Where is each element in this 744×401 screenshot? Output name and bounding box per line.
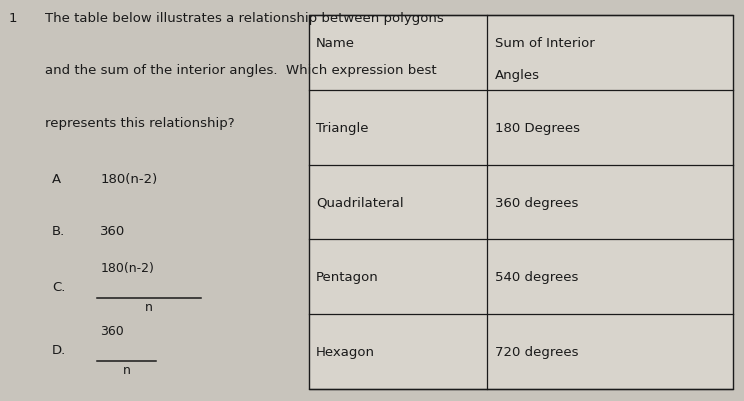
Text: A: A (52, 172, 61, 185)
Text: Hexagon: Hexagon (316, 345, 375, 358)
Text: D.: D. (52, 343, 66, 356)
Text: 180(n-2): 180(n-2) (100, 172, 158, 185)
Text: The table below illustrates a relationship between polygons: The table below illustrates a relationsh… (45, 12, 443, 25)
Text: Quadrilateral: Quadrilateral (316, 196, 404, 209)
Text: C.: C. (52, 281, 65, 294)
Text: n: n (123, 363, 130, 376)
Text: Sum of Interior: Sum of Interior (495, 37, 594, 50)
Text: Angles: Angles (495, 69, 539, 82)
Text: 720 degrees: 720 degrees (495, 345, 578, 358)
Text: 180 Degrees: 180 Degrees (495, 122, 580, 134)
Text: represents this relationship?: represents this relationship? (45, 116, 234, 129)
Text: 540 degrees: 540 degrees (495, 271, 578, 284)
Text: 360: 360 (100, 225, 126, 237)
Text: 1: 1 (9, 12, 17, 25)
FancyBboxPatch shape (309, 16, 733, 389)
Text: and the sum of the interior angles.  Which expression best: and the sum of the interior angles. Whic… (45, 64, 436, 77)
Text: 180(n-2): 180(n-2) (100, 262, 154, 275)
Text: B.: B. (52, 225, 65, 237)
Text: 360 degrees: 360 degrees (495, 196, 578, 209)
Text: n: n (145, 301, 153, 314)
Text: Name: Name (316, 37, 355, 50)
Text: Pentagon: Pentagon (316, 271, 379, 284)
Text: Triangle: Triangle (316, 122, 369, 134)
Text: 360: 360 (100, 324, 124, 337)
